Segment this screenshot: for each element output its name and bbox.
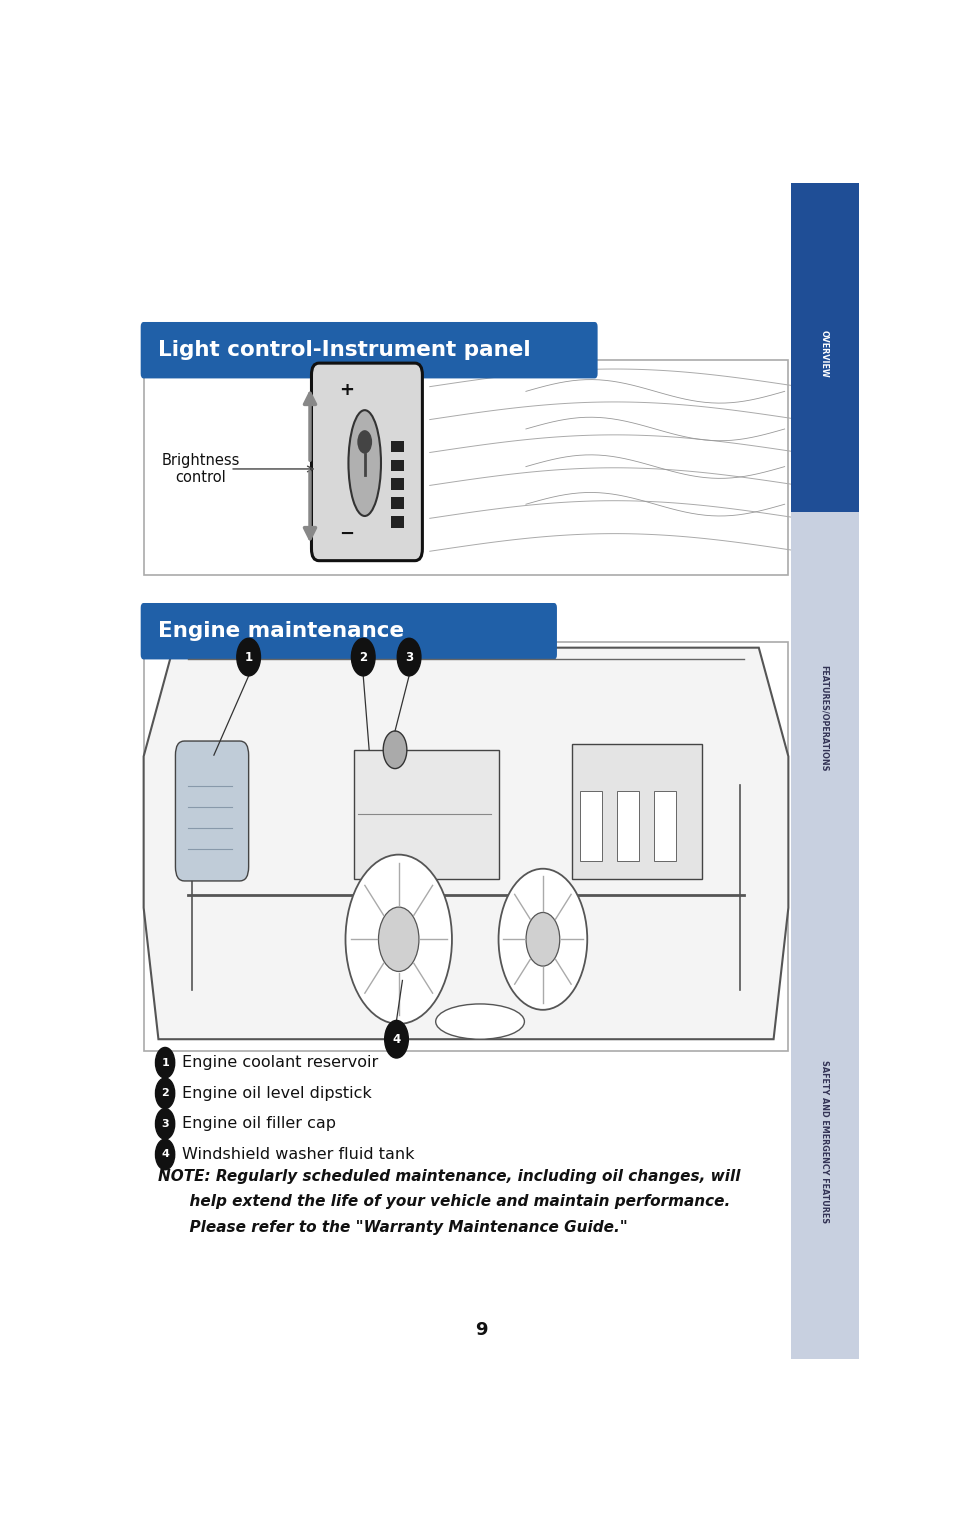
- Text: help extend the life of your vehicle and maintain performance.: help extend the life of your vehicle and…: [157, 1194, 729, 1209]
- Text: Light control-Instrument panel: Light control-Instrument panel: [158, 341, 531, 360]
- Text: 9: 9: [475, 1321, 487, 1339]
- Bar: [653, 791, 676, 861]
- Circle shape: [378, 907, 418, 971]
- Text: FEATURES/OPERATIONS: FEATURES/OPERATIONS: [820, 664, 828, 771]
- Circle shape: [396, 638, 420, 676]
- Text: 2: 2: [358, 651, 367, 664]
- Text: −: −: [338, 525, 354, 544]
- Bar: [790, 183, 858, 513]
- Text: 2: 2: [161, 1089, 169, 1098]
- Bar: [790, 513, 858, 924]
- FancyBboxPatch shape: [311, 363, 422, 560]
- Bar: [144, 360, 787, 574]
- Circle shape: [155, 1078, 174, 1109]
- Circle shape: [383, 731, 406, 768]
- Bar: [572, 744, 701, 880]
- Ellipse shape: [348, 411, 380, 516]
- Text: Engine oil filler cap: Engine oil filler cap: [182, 1116, 335, 1132]
- FancyBboxPatch shape: [175, 741, 249, 881]
- Circle shape: [384, 1020, 408, 1058]
- Text: 3: 3: [161, 1119, 169, 1128]
- Text: 3: 3: [405, 651, 413, 664]
- Bar: [617, 791, 639, 861]
- Text: NOTE: Regularly scheduled maintenance, including oil changes, will: NOTE: Regularly scheduled maintenance, i…: [157, 1168, 740, 1183]
- Circle shape: [351, 638, 375, 676]
- Text: +: +: [338, 380, 354, 399]
- Circle shape: [155, 1048, 174, 1078]
- Text: OVERVIEW: OVERVIEW: [820, 330, 828, 377]
- Text: Brightness
control: Brightness control: [161, 454, 239, 486]
- Bar: [390, 498, 403, 508]
- Circle shape: [525, 913, 559, 967]
- Text: Engine coolant reservoir: Engine coolant reservoir: [182, 1055, 378, 1070]
- Text: 1: 1: [161, 1058, 169, 1067]
- Bar: [390, 478, 403, 490]
- Circle shape: [345, 855, 452, 1025]
- Circle shape: [498, 869, 587, 1009]
- Text: 4: 4: [161, 1150, 169, 1159]
- Text: Please refer to the "Warranty Maintenance Guide.": Please refer to the "Warranty Maintenanc…: [157, 1220, 627, 1235]
- Text: SAFETY AND EMERGENCY FEATURES: SAFETY AND EMERGENCY FEATURES: [820, 1060, 828, 1223]
- Text: Engine oil level dipstick: Engine oil level dipstick: [182, 1086, 372, 1101]
- Bar: [390, 516, 403, 528]
- Bar: [354, 750, 498, 880]
- Circle shape: [155, 1109, 174, 1139]
- Bar: [390, 441, 403, 452]
- Circle shape: [236, 638, 260, 676]
- Text: Windshield washer fluid tank: Windshield washer fluid tank: [182, 1147, 415, 1162]
- Text: Engine maintenance: Engine maintenance: [158, 621, 404, 641]
- Bar: [579, 791, 601, 861]
- Ellipse shape: [436, 1003, 524, 1040]
- FancyBboxPatch shape: [140, 322, 597, 379]
- Bar: [390, 460, 403, 472]
- Text: 4: 4: [392, 1032, 400, 1046]
- PathPatch shape: [144, 647, 787, 1040]
- Bar: [790, 924, 858, 1359]
- FancyBboxPatch shape: [140, 603, 557, 660]
- Bar: [144, 641, 787, 1051]
- Circle shape: [357, 431, 372, 454]
- Circle shape: [155, 1139, 174, 1170]
- Text: 1: 1: [244, 651, 253, 664]
